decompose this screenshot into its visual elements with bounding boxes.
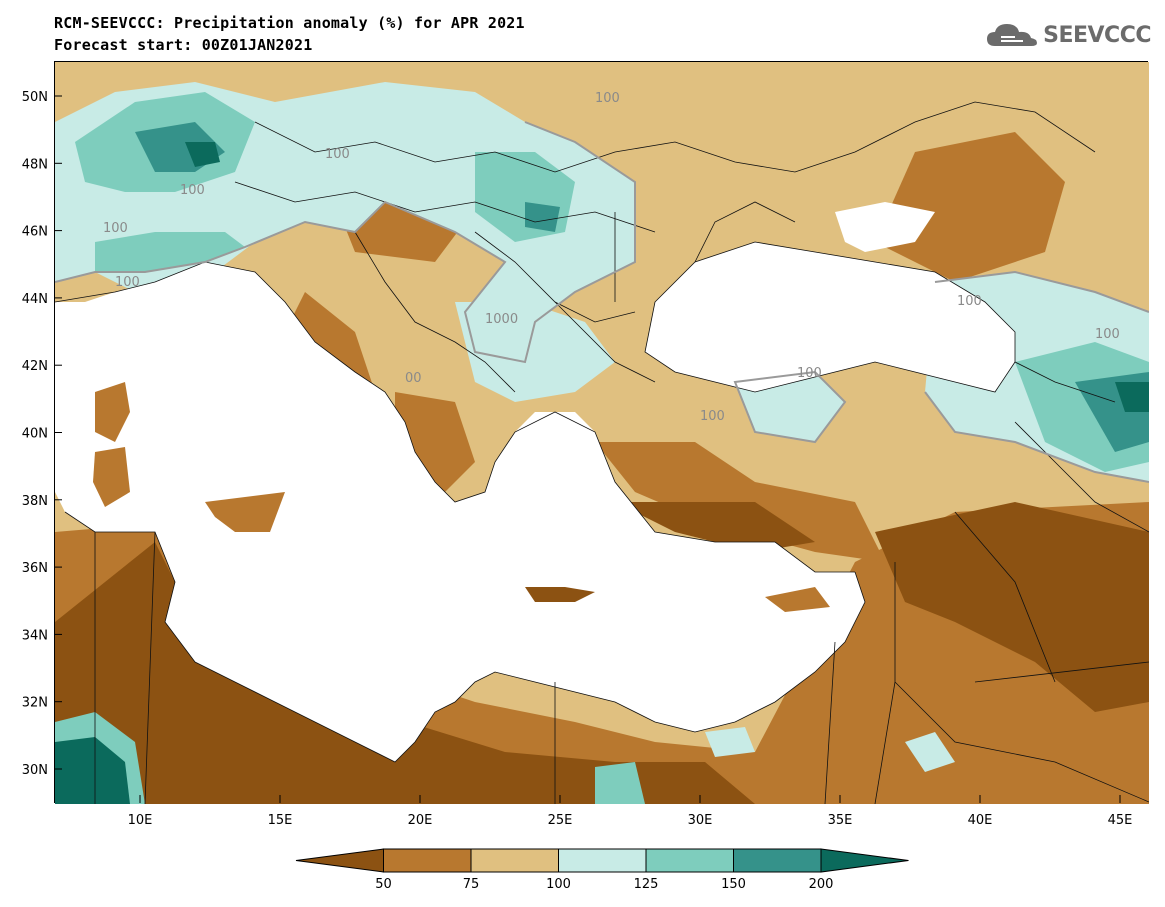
forecast-start-subtitle: Forecast start: 00Z01JAN2021 — [54, 36, 313, 54]
colorbar-max-triangle — [820, 848, 909, 873]
lon-label: 40E — [968, 813, 993, 828]
contour-label: 00 — [405, 371, 422, 386]
map-panel: 100 100 100 100 100 100 1000 00 100 100 … — [54, 61, 1150, 805]
lat-label: 40N — [22, 427, 48, 442]
lon-label: 30E — [688, 813, 713, 828]
logo-text: SEEVCCC — [1043, 22, 1151, 48]
contour-label: 100 — [1095, 327, 1120, 342]
lon-label: 45E — [1108, 813, 1133, 828]
lon-label: 15E — [268, 813, 293, 828]
lat-label: 50N — [22, 90, 48, 105]
lat-label: 34N — [22, 628, 48, 643]
lat-label: 32N — [22, 696, 48, 711]
contour-100 — [54, 121, 1150, 483]
lat-label: 46N — [22, 225, 48, 240]
contour-label: 100 — [957, 294, 982, 309]
contour-label: 100 — [325, 147, 350, 162]
contour-labels: 100 100 100 100 100 100 1000 00 100 100 … — [103, 91, 1120, 424]
colorbar-legend: 50 75 100 125 150 200 — [295, 848, 909, 892]
colorbar-min-triangle — [295, 848, 384, 873]
colorbar-label: 200 — [809, 877, 834, 892]
colorbar-label: 75 — [463, 877, 480, 892]
contour-label: 100 — [797, 366, 822, 381]
colorbar-label: 125 — [634, 877, 659, 892]
colorbar-label: 50 — [375, 877, 392, 892]
contour-label: 100 — [595, 91, 620, 106]
lon-label: 10E — [128, 813, 153, 828]
cloud-icon — [987, 24, 1038, 46]
colorbar-box — [733, 848, 822, 873]
map-title: RCM-SEEVCCC: Precipitation anomaly (%) f… — [54, 14, 525, 32]
lon-label: 25E — [548, 813, 573, 828]
borders — [54, 101, 1150, 805]
sea-areas — [55, 202, 1015, 762]
colorbar-label: 150 — [721, 877, 746, 892]
lat-label: 44N — [22, 292, 48, 307]
colorbar-box — [383, 848, 472, 873]
islands — [93, 382, 830, 612]
anomaly-map: 100 100 100 100 100 100 1000 00 100 100 … — [54, 62, 1150, 805]
contour-label: 100 — [115, 275, 140, 290]
colorbar-label: 100 — [546, 877, 571, 892]
lat-label: 30N — [22, 763, 48, 778]
lat-label: 36N — [22, 561, 48, 576]
lat-label: 38N — [22, 494, 48, 509]
colorbar-box — [470, 848, 559, 873]
colorbar-box — [558, 848, 647, 873]
colorbar-box — [645, 848, 734, 873]
lon-label: 20E — [408, 813, 433, 828]
lon-label: 35E — [828, 813, 853, 828]
contour-label: 100 — [103, 221, 128, 236]
contour-label: 100 — [180, 183, 205, 198]
contour-label: 1000 — [485, 312, 518, 327]
lat-label: 48N — [22, 157, 48, 172]
lat-label: 42N — [22, 359, 48, 374]
contour-label: 100 — [700, 409, 725, 424]
seevccc-logo: SEEVCCC — [985, 20, 1151, 50]
